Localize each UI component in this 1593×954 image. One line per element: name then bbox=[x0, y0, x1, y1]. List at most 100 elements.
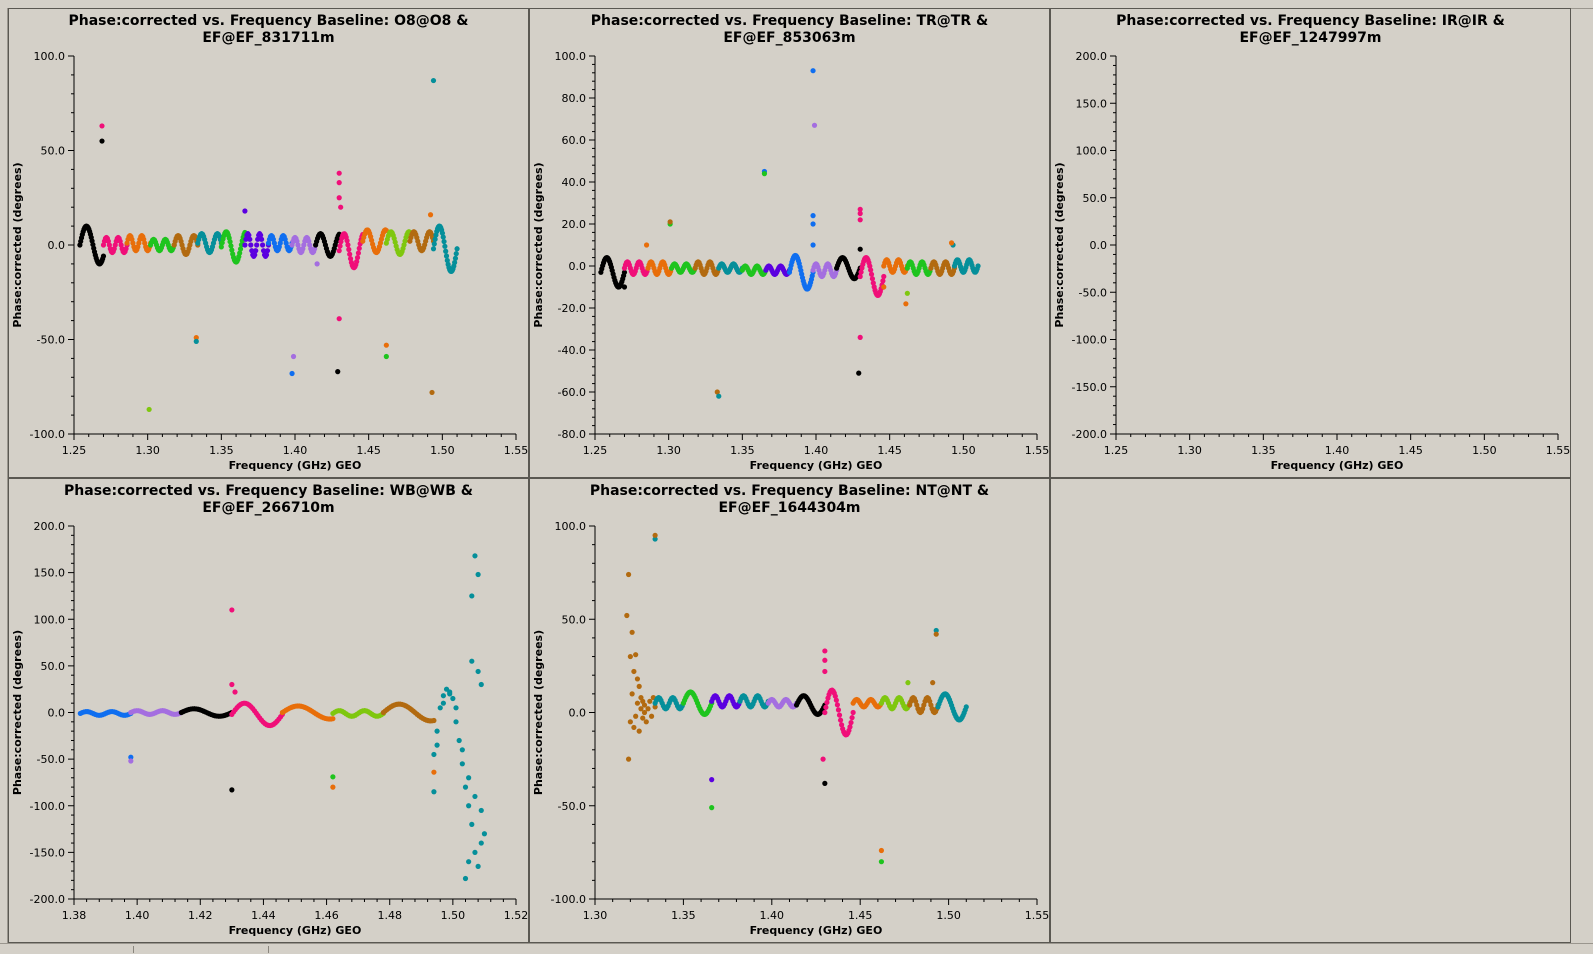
data-point bbox=[431, 717, 437, 724]
y-tick-label: 0.0 bbox=[569, 707, 587, 720]
chart-title: EF@EF_831711m bbox=[202, 30, 334, 46]
plot-panel-tr[interactable]: Phase:corrected vs. Frequency Baseline: … bbox=[529, 8, 1050, 478]
data-point bbox=[452, 259, 458, 266]
chart-title: EF@EF_1247997m bbox=[1239, 30, 1381, 46]
data-series bbox=[128, 754, 134, 760]
data-point bbox=[625, 571, 632, 578]
data-point bbox=[652, 536, 658, 542]
data-point bbox=[836, 712, 843, 718]
data-point bbox=[431, 241, 437, 247]
data-point bbox=[652, 532, 658, 538]
data-point bbox=[868, 267, 874, 273]
data-point bbox=[431, 789, 437, 795]
data-series bbox=[905, 680, 911, 686]
data-point bbox=[631, 668, 637, 675]
data-series bbox=[643, 240, 955, 307]
y-tick-label: 150.0 bbox=[1076, 97, 1108, 110]
data-point bbox=[870, 280, 876, 286]
plot-panel-empty bbox=[1050, 478, 1571, 943]
chart-title: EF@EF_1644304m bbox=[718, 500, 860, 516]
plot-panel-o8[interactable]: Phase:corrected vs. Frequency Baseline: … bbox=[8, 8, 529, 478]
plot-panel-wb[interactable]: Phase:corrected vs. Frequency Baseline: … bbox=[8, 478, 529, 943]
y-tick-label: 50.0 bbox=[41, 145, 66, 158]
y-tick-label: -100.0 bbox=[551, 893, 586, 906]
data-series bbox=[680, 689, 715, 717]
y-tick-label: 200.0 bbox=[1076, 50, 1108, 63]
data-series bbox=[289, 370, 295, 377]
y-tick-label: 60.0 bbox=[562, 134, 587, 147]
chart-svg: Phase:corrected vs. Frequency Baseline: … bbox=[532, 483, 1049, 937]
data-point bbox=[847, 724, 853, 730]
y-tick-label: 100.0 bbox=[555, 50, 587, 63]
y-tick-label: -50.0 bbox=[558, 800, 586, 813]
data-point bbox=[881, 284, 887, 290]
data-point bbox=[948, 240, 955, 246]
data-series bbox=[667, 219, 720, 395]
y-tick-label: 0.0 bbox=[1090, 239, 1108, 252]
data-series bbox=[716, 261, 745, 275]
data-point bbox=[252, 252, 258, 258]
data-point bbox=[640, 715, 646, 721]
x-tick-label: 1.25 bbox=[1104, 444, 1129, 457]
status-bar-segment bbox=[268, 946, 269, 953]
data-point bbox=[709, 805, 715, 811]
data-series bbox=[951, 257, 981, 275]
data-point bbox=[858, 269, 864, 275]
x-tick-label: 1.40 bbox=[283, 444, 308, 457]
data-point bbox=[430, 246, 437, 252]
x-tick-label: 1.40 bbox=[804, 444, 829, 457]
data-series bbox=[100, 234, 130, 256]
y-tick-label: 20.0 bbox=[562, 218, 587, 231]
data-series bbox=[148, 236, 177, 254]
data-point bbox=[128, 754, 134, 760]
data-series bbox=[857, 206, 863, 340]
data-point bbox=[469, 658, 475, 664]
plot-panel-ir[interactable]: Phase:corrected vs. Frequency Baseline: … bbox=[1050, 8, 1571, 478]
data-point bbox=[634, 700, 641, 706]
data-point bbox=[478, 840, 484, 846]
data-series bbox=[811, 122, 818, 128]
data-point bbox=[709, 777, 715, 783]
x-tick-label: 1.50 bbox=[1472, 444, 1497, 457]
data-series bbox=[242, 208, 248, 214]
data-series bbox=[878, 847, 885, 854]
data-series bbox=[469, 658, 481, 675]
x-tick-label: 1.45 bbox=[848, 909, 873, 922]
data-point bbox=[857, 210, 863, 217]
data-series bbox=[99, 123, 344, 322]
x-tick-label: 1.35 bbox=[671, 909, 696, 922]
data-point bbox=[810, 68, 816, 74]
data-point bbox=[824, 699, 830, 706]
data-series bbox=[229, 607, 238, 695]
data-point bbox=[441, 238, 447, 245]
x-tick-label: 1.38 bbox=[62, 909, 87, 922]
data-point bbox=[242, 208, 248, 214]
y-axis-label: Phase:corrected (degrees) bbox=[11, 630, 24, 795]
data-point bbox=[99, 138, 105, 144]
data-point bbox=[848, 719, 854, 726]
data-point bbox=[99, 123, 105, 129]
data-point bbox=[218, 244, 224, 250]
y-tick-label: 100.0 bbox=[555, 520, 587, 533]
data-point bbox=[631, 724, 637, 731]
data-point bbox=[456, 737, 462, 744]
data-point bbox=[975, 263, 981, 269]
data-series bbox=[146, 406, 152, 413]
data-point bbox=[243, 236, 249, 242]
x-tick-label: 1.50 bbox=[951, 444, 976, 457]
data-point bbox=[442, 243, 448, 249]
chart-title: EF@EF_266710m bbox=[202, 500, 334, 516]
data-series bbox=[430, 223, 460, 275]
data-point bbox=[466, 803, 472, 809]
data-series bbox=[709, 693, 743, 710]
plot-panel-nt[interactable]: Phase:corrected vs. Frequency Baseline: … bbox=[529, 478, 1050, 943]
data-point bbox=[355, 250, 362, 256]
y-tick-label: 100.0 bbox=[1076, 145, 1108, 158]
data-point bbox=[627, 653, 633, 660]
x-tick-label: 1.44 bbox=[251, 909, 276, 922]
data-point bbox=[638, 706, 644, 712]
y-tick-label: -200.0 bbox=[30, 893, 65, 906]
data-point bbox=[627, 719, 633, 725]
data-point bbox=[963, 704, 969, 710]
